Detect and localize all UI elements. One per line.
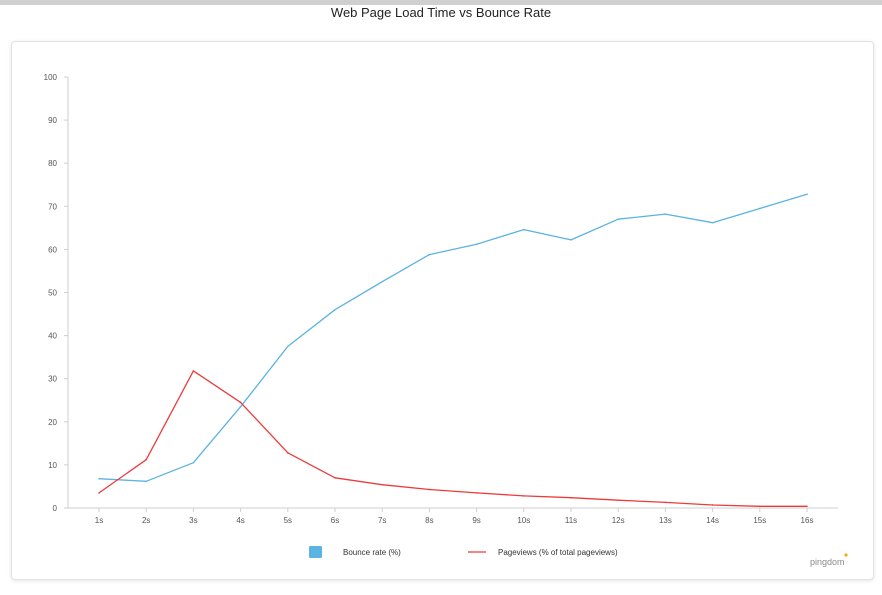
bounce-rate-point (475, 243, 478, 246)
pageviews-point (334, 477, 336, 479)
x-tick-label: 5s (284, 516, 292, 525)
x-tick-label: 1s (95, 516, 103, 525)
y-tick-label: 50 (48, 289, 57, 298)
y-tick-label: 100 (44, 73, 58, 82)
pageviews-point (239, 401, 242, 404)
bounce-rate-point (334, 308, 336, 311)
y-tick-label: 90 (48, 116, 57, 125)
axes: 0 10 20 30 40 50 60 70 80 90 100 1s 2s 3s 4s 5s 6s 7s 8s 9s… (44, 73, 838, 525)
pageviews-point (428, 488, 431, 491)
bounce-rate-point (711, 221, 714, 224)
bounce-rate-point (523, 228, 525, 231)
x-tick-label: 7s (378, 516, 386, 525)
pageviews-point (759, 505, 761, 508)
x-tick-label: 13s (659, 516, 672, 525)
legend-label-bounce-rate: Bounce rate (%) (343, 548, 401, 557)
bounce-rate-point (806, 193, 808, 196)
top-bar (0, 0, 882, 5)
pageviews-point (570, 496, 572, 499)
bounce-rate-point (664, 213, 667, 215)
pageviews-point (664, 501, 667, 504)
y-tick-label: 10 (48, 461, 57, 470)
x-tick-label: 10s (517, 516, 530, 525)
y-tick-label: 60 (48, 245, 57, 254)
y-tick-label: 80 (48, 159, 57, 168)
y-tick-label: 20 (48, 418, 57, 427)
x-tick-label: 9s (472, 516, 480, 525)
x-tick-label: 11s (565, 516, 577, 525)
bounce-rate-point (239, 405, 242, 408)
pageviews-point (711, 504, 714, 506)
x-tick-label: 2s (142, 516, 150, 525)
pageviews-point (806, 505, 808, 508)
y-tick-label: 0 (53, 504, 58, 513)
pageviews-point (523, 495, 525, 497)
pageviews-line (98, 370, 807, 507)
x-tick-label: 12s (612, 516, 625, 525)
pageviews-point (617, 499, 619, 502)
pageviews-point (287, 452, 289, 454)
bounce-rate-point (192, 461, 195, 464)
bounce-rate-point (570, 239, 572, 241)
bounce-rate-point (617, 218, 619, 221)
pageviews-point (98, 492, 100, 494)
x-tick-label: 16s (801, 516, 814, 525)
x-tick-label: 8s (425, 516, 433, 525)
pingdom-logo-dot-icon (844, 553, 848, 557)
bounce-rate-point (381, 280, 384, 283)
x-tick-label: 15s (753, 516, 766, 525)
chart-title: Web Page Load Time vs Bounce Rate (330, 5, 552, 20)
legend-swatch-bounce-rate (309, 546, 322, 558)
bounce-rate-line (98, 193, 808, 482)
pageviews-point (475, 492, 478, 494)
bounce-rate-point (145, 480, 147, 483)
series-layer (98, 193, 808, 508)
x-tick-label: 3s (189, 516, 197, 525)
bounce-rate-point (428, 253, 431, 256)
bounce-rate-point (98, 477, 100, 480)
bounce-rate-point (287, 345, 289, 348)
x-tick-label: 6s (331, 516, 339, 525)
pingdom-logo: pingdom (810, 553, 848, 567)
legend: Bounce rate (%) Pageviews (% of total pag… (309, 546, 618, 558)
bounce-rate-point (759, 207, 761, 210)
x-tick-label: 4s (236, 516, 244, 525)
pageviews-point (192, 370, 195, 372)
pageviews-point (381, 483, 384, 486)
y-tick-label: 70 (48, 202, 57, 211)
y-tick-label: 40 (48, 332, 57, 341)
legend-label-pageviews: Pageviews (% of total pageviews) (498, 548, 618, 557)
x-tick-label: 14s (706, 516, 719, 525)
pageviews-point (145, 458, 147, 461)
y-tick-label: 30 (48, 375, 57, 384)
pingdom-logo-text: pingdom (810, 557, 845, 567)
